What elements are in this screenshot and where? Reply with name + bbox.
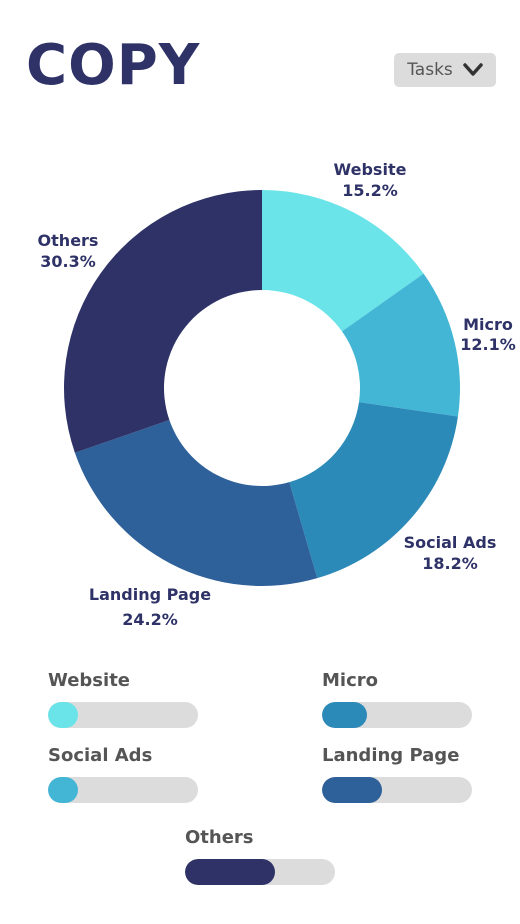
page-title: COPY xyxy=(26,33,201,98)
progress-micro-track xyxy=(322,702,472,728)
donut-slice-others xyxy=(63,190,263,453)
progress-others: Others xyxy=(185,827,335,885)
donut-slices xyxy=(63,190,460,586)
tasks-dropdown[interactable]: Tasks xyxy=(394,53,496,87)
slice-label-website-name: Website xyxy=(334,160,407,179)
progress-landing-page: Landing Page xyxy=(322,745,472,803)
donut-slice-landing-page xyxy=(74,420,318,586)
donut-slice-website xyxy=(262,190,424,332)
progress-micro-fill xyxy=(322,702,367,728)
slice-label-landing-page-name: Landing Page xyxy=(89,585,211,604)
donut-slice-social-ads xyxy=(289,402,458,579)
progress-landing-page-fill xyxy=(322,777,382,803)
progress-website: Website xyxy=(48,670,198,728)
progress-social-ads-track xyxy=(48,777,198,803)
progress-others-fill xyxy=(185,859,275,885)
slice-label-others-value: 30.3% xyxy=(40,252,96,271)
progress-website-track xyxy=(48,702,198,728)
progress-others-track xyxy=(185,859,335,885)
progress-website-label: Website xyxy=(48,670,131,691)
progress-micro-label: Micro xyxy=(322,670,378,691)
progress-website-fill xyxy=(48,702,78,728)
donut-chart: Website 15.2% Micro 12.1% Social Ads 18.… xyxy=(38,160,516,629)
progress-social-ads-label: Social Ads xyxy=(48,745,153,766)
tasks-dropdown-label: Tasks xyxy=(407,60,453,80)
progress-landing-page-track xyxy=(322,777,472,803)
slice-label-micro-value: 12.1% xyxy=(460,335,516,354)
progress-landing-page-label: Landing Page xyxy=(322,745,460,766)
slice-label-social-ads-value: 18.2% xyxy=(422,554,478,573)
progress-micro: Micro xyxy=(322,670,472,728)
slice-label-others-name: Others xyxy=(38,231,99,250)
donut-slice-micro xyxy=(342,273,460,417)
progress-others-label: Others xyxy=(185,827,254,848)
slice-label-social-ads-name: Social Ads xyxy=(404,533,497,552)
progress-social-ads-fill xyxy=(48,777,78,803)
chevron-down-icon xyxy=(463,63,483,76)
slice-label-micro-name: Micro xyxy=(463,315,513,334)
slice-label-website-value: 15.2% xyxy=(342,181,398,200)
progress-social-ads: Social Ads xyxy=(48,745,198,803)
slice-label-landing-page-value: 24.2% xyxy=(122,610,178,629)
